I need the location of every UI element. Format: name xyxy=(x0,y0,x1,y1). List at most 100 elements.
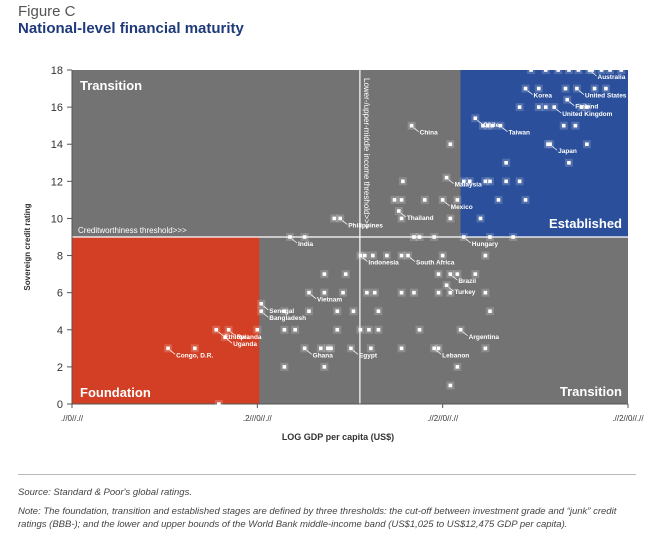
data-point xyxy=(483,346,488,351)
data-point xyxy=(214,327,219,332)
data-point xyxy=(478,216,483,221)
x-tick-label: .//2//0//.// xyxy=(612,414,644,423)
y-tick-label: 8 xyxy=(57,251,63,263)
point-label: Argentina xyxy=(469,334,500,341)
y-tick-label: 14 xyxy=(51,139,63,151)
data-point xyxy=(448,383,453,388)
data-point xyxy=(335,309,340,314)
chart-note: Note: The foundation, transition and est… xyxy=(18,506,617,530)
data-point xyxy=(412,235,416,239)
point-leader-line xyxy=(444,201,450,207)
point-label: Australia xyxy=(598,74,626,81)
point-leader-line xyxy=(527,90,533,95)
data-point xyxy=(517,105,522,109)
point-leader-line xyxy=(591,71,597,77)
point-label: Hungary xyxy=(472,241,499,248)
data-point xyxy=(567,68,571,72)
data-point xyxy=(376,309,381,314)
data-point xyxy=(461,179,466,184)
data-point xyxy=(399,253,404,258)
data-point xyxy=(455,365,460,369)
data-point xyxy=(490,123,494,128)
data-point xyxy=(399,198,404,202)
data-point xyxy=(372,290,377,295)
data-point xyxy=(523,198,528,202)
y-tick-label: 12 xyxy=(51,176,63,188)
point-leader-line xyxy=(409,257,416,262)
point-label: Indonesia xyxy=(368,260,399,267)
data-point xyxy=(259,309,264,314)
data-point xyxy=(376,327,381,332)
data-point xyxy=(604,86,608,91)
point-label: Mozambique xyxy=(227,408,267,415)
data-point xyxy=(552,105,557,109)
point-leader-line xyxy=(263,312,269,318)
point-leader-line xyxy=(362,257,368,262)
data-point xyxy=(436,290,441,295)
data-point xyxy=(473,272,478,276)
middle-income-threshold-label: Lower-/upper-middle income threshold>>> xyxy=(362,78,371,229)
point-label: Korea xyxy=(534,93,553,100)
x-tick-label: .//0//.// xyxy=(61,414,84,423)
point-leader-line xyxy=(306,350,312,355)
point-leader-line xyxy=(400,212,407,218)
point-leader-line xyxy=(352,350,359,355)
point-label: Bangladesh xyxy=(269,315,306,322)
data-point xyxy=(517,179,522,184)
region-label-2: Foundation xyxy=(80,385,151,400)
data-point xyxy=(587,68,592,72)
region-label-3: Transition xyxy=(560,384,622,399)
data-point xyxy=(432,346,436,351)
point-leader-line xyxy=(435,350,442,355)
data-point xyxy=(362,253,367,258)
y-tick-label: 4 xyxy=(57,325,63,337)
data-point xyxy=(473,116,478,121)
data-point xyxy=(371,253,375,258)
data-point xyxy=(488,309,492,314)
x-axis-label: LOG GDP per capita (US$) xyxy=(282,432,394,442)
point-leader-line xyxy=(578,90,585,95)
y-tick-label: 0 xyxy=(57,399,63,411)
data-point xyxy=(590,68,594,72)
point-label: China xyxy=(420,130,438,137)
point-label: Philippines xyxy=(348,222,383,229)
data-point xyxy=(504,179,508,184)
data-point xyxy=(608,68,612,72)
point-leader-line xyxy=(502,127,508,132)
data-point xyxy=(483,179,488,184)
data-point xyxy=(166,346,170,351)
point-leader-line xyxy=(413,127,419,132)
data-point xyxy=(440,253,445,258)
data-point xyxy=(567,160,571,165)
point-leader-line xyxy=(230,331,236,337)
data-point xyxy=(412,290,416,295)
data-point xyxy=(448,272,453,276)
data-point xyxy=(448,216,453,221)
data-point xyxy=(467,179,472,184)
data-point xyxy=(432,235,436,239)
point-label: Vietnam xyxy=(317,297,342,304)
data-point xyxy=(498,123,503,128)
data-point xyxy=(483,290,488,295)
data-point xyxy=(458,327,463,332)
point-label: Uganda xyxy=(233,341,257,348)
point-leader-line xyxy=(448,286,454,292)
data-point xyxy=(488,179,492,184)
point-label: India xyxy=(298,241,314,248)
data-point xyxy=(488,235,492,239)
foundation-region xyxy=(72,237,260,404)
data-point xyxy=(536,86,541,91)
point-label: Chile xyxy=(483,122,499,129)
data-point xyxy=(397,209,401,213)
data-point xyxy=(385,253,389,258)
data-point xyxy=(338,216,343,221)
data-point xyxy=(575,86,579,91)
point-label: Lebanon xyxy=(442,352,469,359)
data-point xyxy=(282,309,287,314)
point-leader-line xyxy=(477,119,483,125)
region-label-0: Transition xyxy=(80,78,142,93)
data-point xyxy=(448,290,453,295)
data-point xyxy=(399,290,404,295)
y-tick-label: 18 xyxy=(51,65,63,77)
data-point xyxy=(392,198,397,202)
